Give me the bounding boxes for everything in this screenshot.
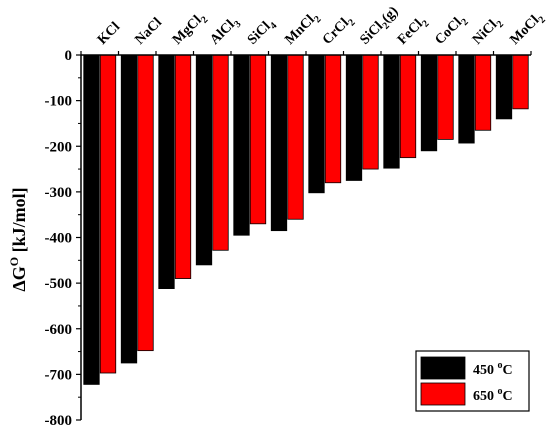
- category-label-nicl2: NiCl2: [470, 14, 506, 50]
- legend-swatch-650: [420, 382, 466, 406]
- bar-650-mocl2: [512, 54, 529, 110]
- bar-450-fecl2: [383, 54, 400, 169]
- y-tick-label: -500: [45, 276, 73, 292]
- bar-650-kcl: [99, 54, 117, 374]
- bar-650-mncl2: [287, 54, 304, 220]
- legend-swatch-450: [420, 356, 466, 380]
- legend: 450 oC 650 oC: [415, 350, 530, 412]
- bar-450-cocl2: [420, 54, 438, 152]
- category-label-mgcl2: MgCl2: [170, 9, 210, 49]
- bar-650-crcl2: [324, 54, 342, 184]
- y-ticks-group: 0 -100 -200 -300 -400 -500 -600 -700 -800: [45, 48, 81, 429]
- bar-450-kcl: [83, 54, 100, 385]
- category-label-mncl2: MnCl2: [282, 9, 323, 50]
- y-tick-label: -100: [45, 94, 73, 110]
- y-tick-label: -600: [45, 322, 73, 338]
- bar-450-alcl3: [195, 54, 213, 266]
- y-tick-label: -300: [45, 185, 73, 201]
- y-tick-label: 0: [65, 48, 73, 64]
- bar-650-nicl2: [474, 54, 492, 131]
- bar-650-nacl: [137, 54, 154, 352]
- axes-group: [80, 51, 532, 420]
- category-label-nacl: NaCl: [132, 15, 165, 48]
- y-tick-label: -200: [45, 139, 73, 155]
- bar-650-sicl2g: [362, 54, 379, 170]
- category-label-kcl: KCl: [95, 20, 123, 48]
- bar-650-cocl2: [437, 54, 454, 140]
- y-tick-label: -800: [45, 413, 73, 429]
- bar-450-sicl4: [233, 54, 250, 236]
- category-label-sicl4: SiCl4: [245, 16, 279, 50]
- category-label-fecl2: FeCl2: [395, 13, 432, 50]
- y-tick-label: -700: [45, 367, 73, 383]
- y-axis-label-group: ΔGO [kJ/mol]: [7, 187, 29, 291]
- bar-650-fecl2: [399, 54, 417, 159]
- category-label-sicl2g: SiCl2(g): [357, 4, 403, 50]
- bar-450-mocl2: [495, 54, 513, 120]
- bars-group: [83, 54, 529, 385]
- bar-450-nacl: [120, 54, 138, 364]
- bar-650-sicl4: [249, 54, 267, 225]
- category-label-alcl3: AlCl3: [207, 14, 243, 50]
- bar-450-mncl2: [270, 54, 288, 232]
- bar-450-crcl2: [308, 54, 325, 194]
- category-label-mocl2: MoCl2: [507, 9, 547, 49]
- bar-650-mgcl2: [174, 54, 192, 279]
- bar-450-sicl2g: [345, 54, 363, 181]
- bar-450-nicl2: [458, 54, 475, 144]
- bar-650-alcl3: [212, 54, 229, 251]
- y-tick-label: -400: [45, 231, 73, 247]
- category-label-crcl2: CrCl2: [320, 12, 358, 50]
- bar-450-mgcl2: [158, 54, 175, 290]
- legend-label-450: 450 oC: [473, 360, 513, 378]
- category-label-cocl2: CoCl2: [432, 12, 470, 50]
- y-axis-title: ΔGO [kJ/mol]: [7, 187, 29, 291]
- legend-label-650: 650 oC: [473, 386, 513, 404]
